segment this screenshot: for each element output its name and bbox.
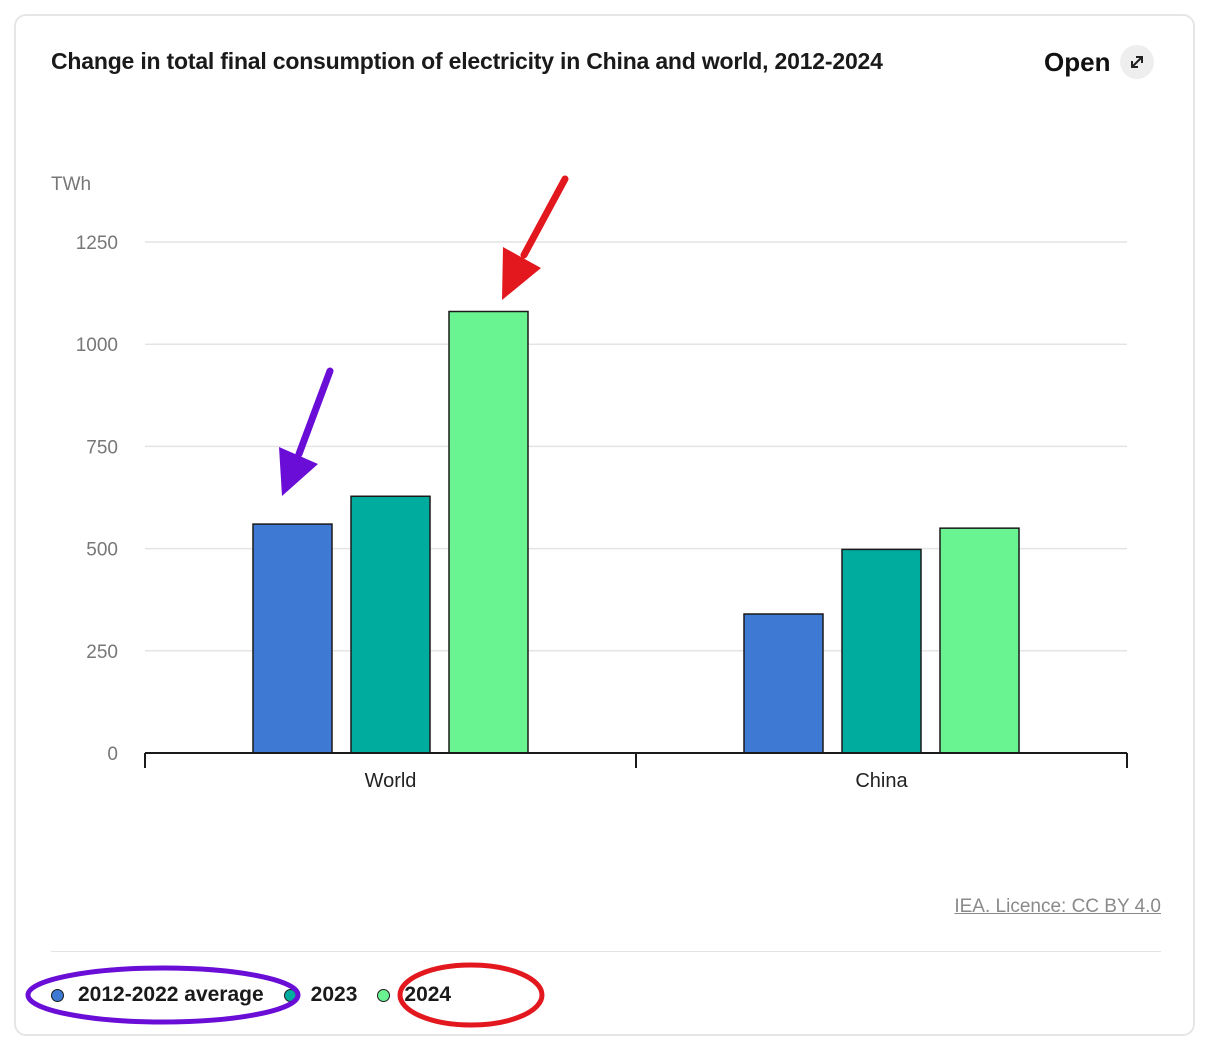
legend-divider — [51, 951, 1161, 952]
chart-card — [14, 14, 1195, 1036]
legend-label: 2024 — [404, 983, 452, 1006]
bar-world-2023[interactable] — [350, 495, 431, 754]
chart-title: Change in total final consumption of ele… — [51, 48, 883, 74]
bar-china-2024[interactable] — [939, 527, 1020, 754]
y-tick-label: 750 — [86, 437, 118, 458]
expand-icon — [1120, 45, 1155, 79]
legend-item[interactable]: 2012-2022 average — [51, 983, 264, 1007]
bar-chart: TWh 0 250 500 750 1000 1250 World China — [51, 174, 1128, 792]
source-link[interactable]: IEA. Licence: CC BY 4.0 — [954, 896, 1161, 917]
legend-item[interactable]: 2024 — [377, 983, 451, 1007]
y-tick-label: 500 — [86, 540, 118, 561]
legend-label: 2023 — [310, 983, 358, 1006]
bar-china-2012-2022-average[interactable] — [743, 613, 824, 754]
bar-china-2023[interactable] — [841, 548, 922, 754]
x-tick-label: World — [365, 770, 417, 792]
y-tick-label: 250 — [86, 642, 118, 663]
legend: 2012-2022 average 2023 2024 — [51, 975, 471, 1015]
bar-world-2012-2022-average[interactable] — [252, 523, 333, 754]
x-tick-label: China — [855, 770, 908, 792]
y-tick-label: 0 — [107, 744, 118, 765]
bar-world-2024[interactable] — [448, 310, 529, 754]
legend-dot-icon — [377, 988, 391, 1002]
legend-dot-icon — [283, 988, 297, 1002]
legend-item[interactable]: 2023 — [283, 983, 358, 1007]
legend-dot-icon — [51, 988, 64, 1002]
legend-label: 2012-2022 average — [78, 983, 264, 1006]
open-label: Open — [1044, 46, 1111, 77]
y-axis-unit: TWh — [51, 174, 91, 195]
y-tick-label: 1000 — [76, 335, 118, 356]
y-tick-label: 1250 — [76, 233, 118, 254]
open-button[interactable]: Open — [1044, 42, 1155, 82]
